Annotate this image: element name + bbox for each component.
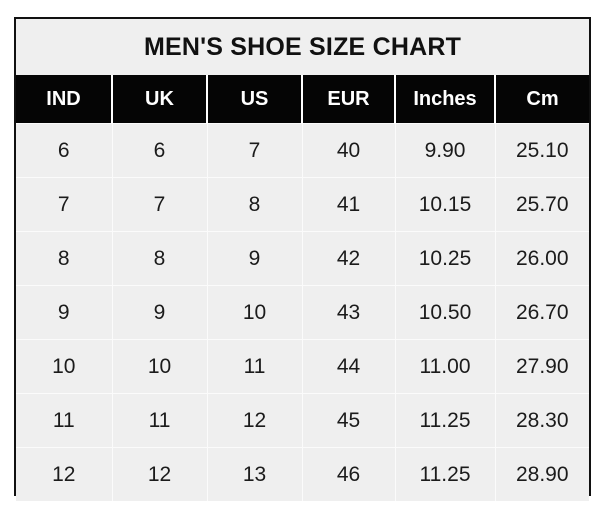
table-header-row: IND UK US EUR Inches Cm [16,75,589,124]
cell-inches: 11.25 [394,447,496,501]
cell-eur: 40 [301,123,396,178]
cell-cm: 26.00 [494,231,589,286]
table-row: 10 10 11 44 11.00 27.90 [16,339,589,394]
size-chart-frame: MEN'S SHOE SIZE CHART IND UK US EUR Inch… [14,17,591,501]
cell-uk: 12 [111,447,208,501]
cell-uk: 6 [111,123,208,178]
cell-eur: 43 [301,285,396,340]
cell-ind: 10 [16,339,113,394]
cell-us: 9 [206,231,303,286]
cell-eur: 44 [301,339,396,394]
cell-cm: 28.90 [494,447,589,501]
cell-inches: 10.25 [394,231,496,286]
column-header-uk: UK [111,75,208,124]
cell-cm: 25.10 [494,123,589,178]
cell-uk: 9 [111,285,208,340]
column-header-us: US [206,75,303,124]
cell-us: 11 [206,339,303,394]
shoe-size-table: IND UK US EUR Inches Cm 6 6 7 40 9.90 25… [16,75,589,501]
cell-inches: 10.15 [394,177,496,232]
cell-uk: 8 [111,231,208,286]
cell-uk: 7 [111,177,208,232]
chart-title-band: MEN'S SHOE SIZE CHART [16,19,589,75]
column-header-ind: IND [16,75,113,124]
cell-ind: 6 [16,123,113,178]
table-header: IND UK US EUR Inches Cm [16,75,589,124]
cell-cm: 27.90 [494,339,589,394]
table-body: 6 6 7 40 9.90 25.10 7 7 8 41 10.15 25.70… [16,123,589,501]
cell-ind: 7 [16,177,113,232]
cell-eur: 46 [301,447,396,501]
cell-inches: 9.90 [394,123,496,178]
cell-us: 8 [206,177,303,232]
table-row: 12 12 13 46 11.25 28.90 [16,447,589,501]
cell-cm: 26.70 [494,285,589,340]
column-header-inches: Inches [394,75,496,124]
page-title: MEN'S SHOE SIZE CHART [143,32,462,61]
cell-cm: 25.70 [494,177,589,232]
cell-us: 10 [206,285,303,340]
cell-eur: 42 [301,231,396,286]
column-header-eur: EUR [301,75,396,124]
table-row: 8 8 9 42 10.25 26.00 [16,231,589,286]
table-row: 6 6 7 40 9.90 25.10 [16,123,589,178]
table-row: 9 9 10 43 10.50 26.70 [16,285,589,340]
cell-ind: 12 [16,447,113,501]
cell-eur: 41 [301,177,396,232]
cell-inches: 10.50 [394,285,496,340]
table-row: 7 7 8 41 10.15 25.70 [16,177,589,232]
cell-ind: 8 [16,231,113,286]
cell-inches: 11.00 [394,339,496,394]
cell-us: 13 [206,447,303,501]
cell-uk: 11 [111,393,208,448]
table-row: 11 11 12 45 11.25 28.30 [16,393,589,448]
column-header-cm: Cm [494,75,589,124]
cell-ind: 9 [16,285,113,340]
cell-us: 7 [206,123,303,178]
cell-uk: 10 [111,339,208,394]
cell-us: 12 [206,393,303,448]
cell-cm: 28.30 [494,393,589,448]
cell-ind: 11 [16,393,113,448]
cell-eur: 45 [301,393,396,448]
cell-inches: 11.25 [394,393,496,448]
